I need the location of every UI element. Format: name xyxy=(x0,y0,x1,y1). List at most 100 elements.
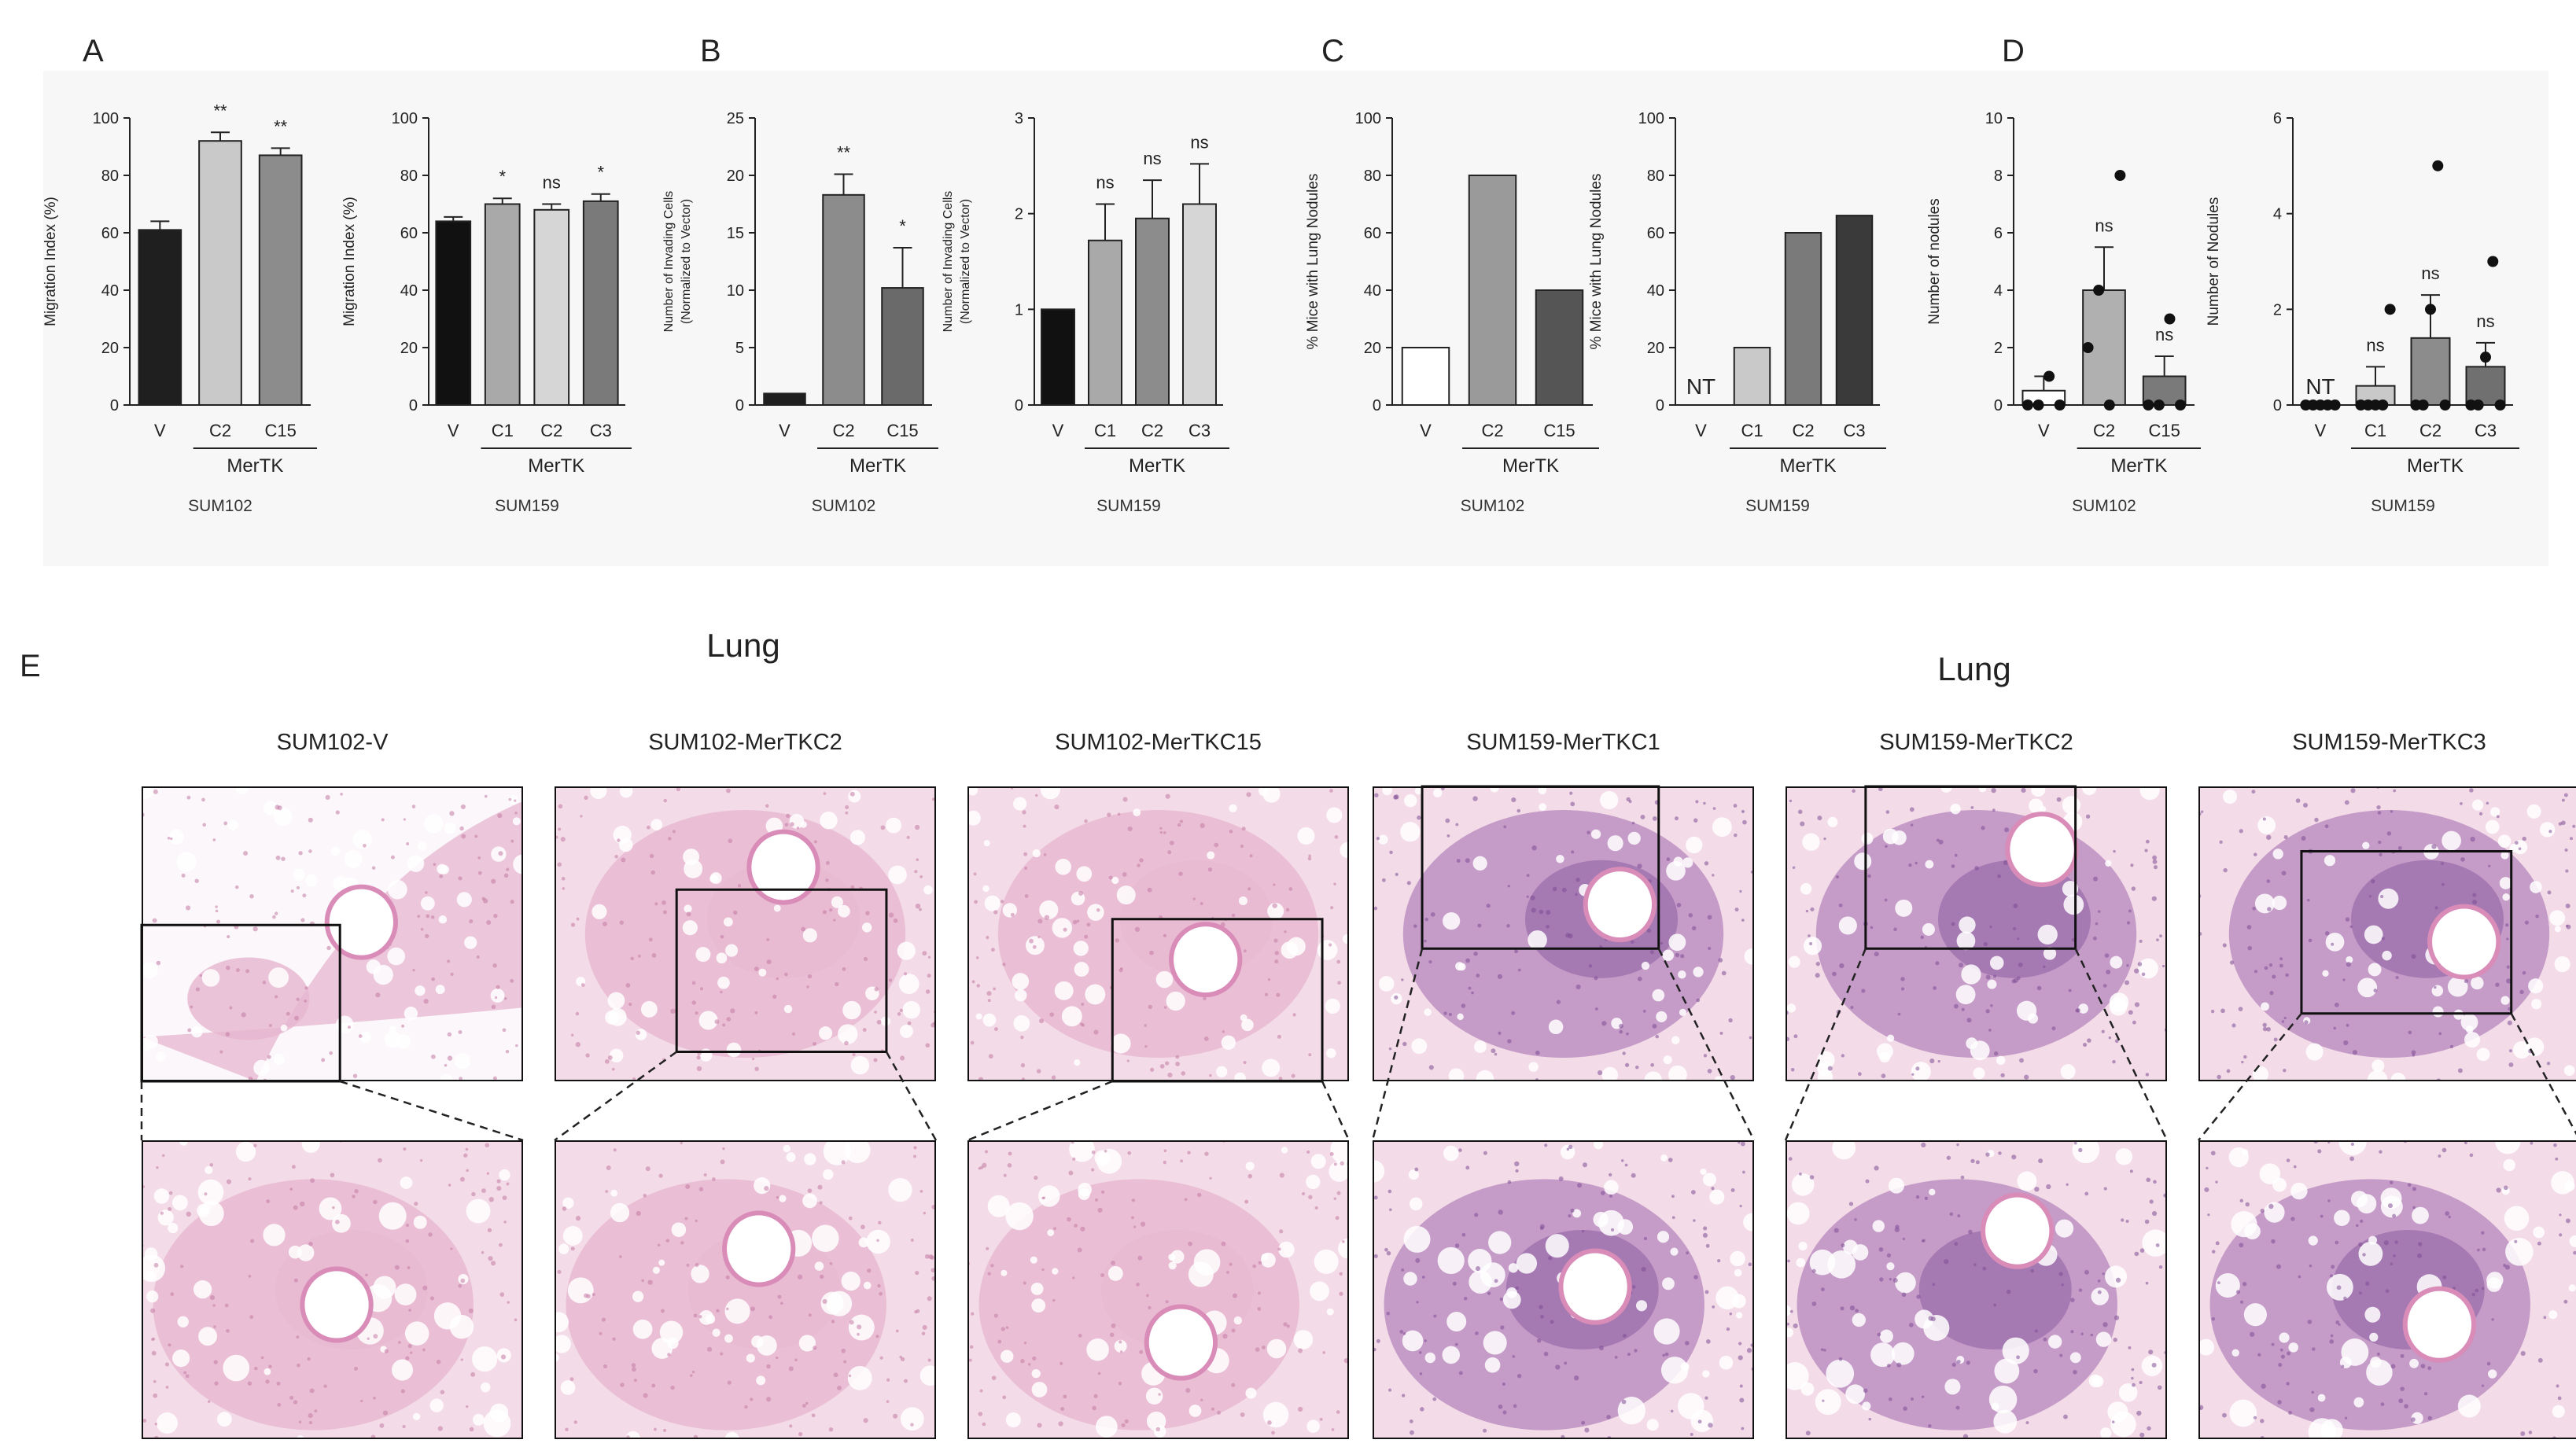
nucleus xyxy=(1985,1009,1990,1014)
nucleus xyxy=(820,1274,824,1279)
nucleus xyxy=(293,1205,298,1210)
zoom-line-left xyxy=(554,1051,677,1142)
nucleus xyxy=(2073,1141,2077,1145)
alveolus xyxy=(2290,1182,2308,1200)
nucleus xyxy=(1394,995,1399,1000)
alveolus xyxy=(1437,1246,1465,1275)
nucleus xyxy=(558,827,562,831)
nucleus xyxy=(1564,1361,1568,1365)
nucleus xyxy=(672,830,676,834)
alveolus xyxy=(293,868,305,881)
alveolus xyxy=(684,904,692,913)
y-tick-label: 6 xyxy=(1994,225,2003,242)
alveolus xyxy=(404,1321,429,1346)
nucleus xyxy=(194,878,199,883)
nucleus xyxy=(1809,941,1813,946)
nucleus xyxy=(986,1246,989,1250)
nucleus xyxy=(904,1379,908,1383)
nucleus xyxy=(151,1350,157,1356)
nucleus xyxy=(358,1034,363,1038)
nucleus xyxy=(2386,831,2392,836)
nucleus xyxy=(308,1412,313,1419)
nucleus xyxy=(2431,844,2437,849)
nucleus xyxy=(1060,1361,1063,1365)
nucleus xyxy=(893,918,898,923)
nucleus xyxy=(1486,904,1491,908)
group-label: MerTK xyxy=(2407,455,2464,477)
alveolus xyxy=(2512,1040,2531,1059)
nucleus xyxy=(1708,1423,1713,1428)
nucleus xyxy=(2438,1032,2442,1036)
nucleus xyxy=(1331,1428,1335,1431)
nucleus xyxy=(1339,1291,1343,1296)
nucleus xyxy=(798,1432,803,1437)
alveolus xyxy=(1635,1300,1648,1312)
nucleus xyxy=(250,1239,255,1243)
nucleus xyxy=(636,1210,641,1217)
alveolus xyxy=(716,952,728,964)
nucleus xyxy=(822,910,827,915)
nucleus xyxy=(1546,910,1551,915)
nucleus xyxy=(265,1379,270,1384)
nucleus xyxy=(1810,907,1815,911)
nucleus xyxy=(1815,961,1820,967)
nucleus xyxy=(2464,979,2468,984)
nucleus xyxy=(711,1177,716,1181)
y-tick-label: 100 xyxy=(1355,110,1381,127)
nucleus xyxy=(1401,1394,1406,1397)
nucleus xyxy=(1790,1068,1795,1072)
nucleus xyxy=(1990,1004,1993,1007)
nucleus xyxy=(296,886,300,889)
nucleus xyxy=(725,1275,730,1279)
nucleus xyxy=(1597,1070,1603,1076)
nucleus xyxy=(975,956,979,959)
nucleus xyxy=(1539,909,1544,915)
nucleus xyxy=(603,921,607,926)
nucleus xyxy=(849,791,855,797)
nucleus xyxy=(2011,1154,2017,1160)
nucleus xyxy=(1115,938,1119,943)
nucleus xyxy=(1887,1364,1891,1368)
alveolus xyxy=(1096,1148,1122,1174)
nucleus xyxy=(2153,1180,2157,1184)
nucleus xyxy=(185,905,191,911)
nucleus xyxy=(1247,1173,1253,1179)
nucleus xyxy=(1921,1395,1925,1398)
nucleus xyxy=(2442,1275,2447,1279)
alveolus xyxy=(391,1359,414,1381)
nucleus xyxy=(1916,1294,1921,1299)
nucleus xyxy=(910,1423,914,1427)
nucleus xyxy=(187,1028,192,1033)
alveolus xyxy=(1378,976,1395,992)
nodule xyxy=(1384,1179,1704,1430)
nucleus xyxy=(202,823,206,827)
nucleus xyxy=(1384,1247,1388,1252)
alveolus xyxy=(725,944,739,957)
nucleus xyxy=(1137,1255,1143,1261)
nucleus xyxy=(2507,1020,2512,1025)
nucleus xyxy=(2260,1208,2265,1213)
nucleus xyxy=(1333,882,1336,886)
nucleus xyxy=(605,1190,609,1193)
nucleus xyxy=(1184,1198,1188,1202)
nucleus xyxy=(2102,1322,2108,1327)
nucleus xyxy=(922,951,927,956)
alveolus xyxy=(1221,1035,1236,1050)
nucleus xyxy=(768,1315,773,1320)
nucleus xyxy=(2063,1414,2068,1419)
nucleus xyxy=(477,871,482,875)
alveolus xyxy=(2322,970,2329,977)
nucleus xyxy=(2537,1357,2543,1363)
nucleus xyxy=(1741,1427,1745,1430)
nucleus xyxy=(461,834,466,839)
nucleus xyxy=(296,997,300,1001)
alveolus xyxy=(2497,834,2512,848)
nucleus xyxy=(1049,1012,1055,1017)
alveolus xyxy=(1001,1349,1014,1363)
nucleus xyxy=(2412,1187,2417,1191)
nucleus xyxy=(2254,970,2258,974)
nucleus xyxy=(575,1011,580,1016)
nucleus xyxy=(2543,1316,2547,1320)
nucleus xyxy=(168,1207,172,1212)
